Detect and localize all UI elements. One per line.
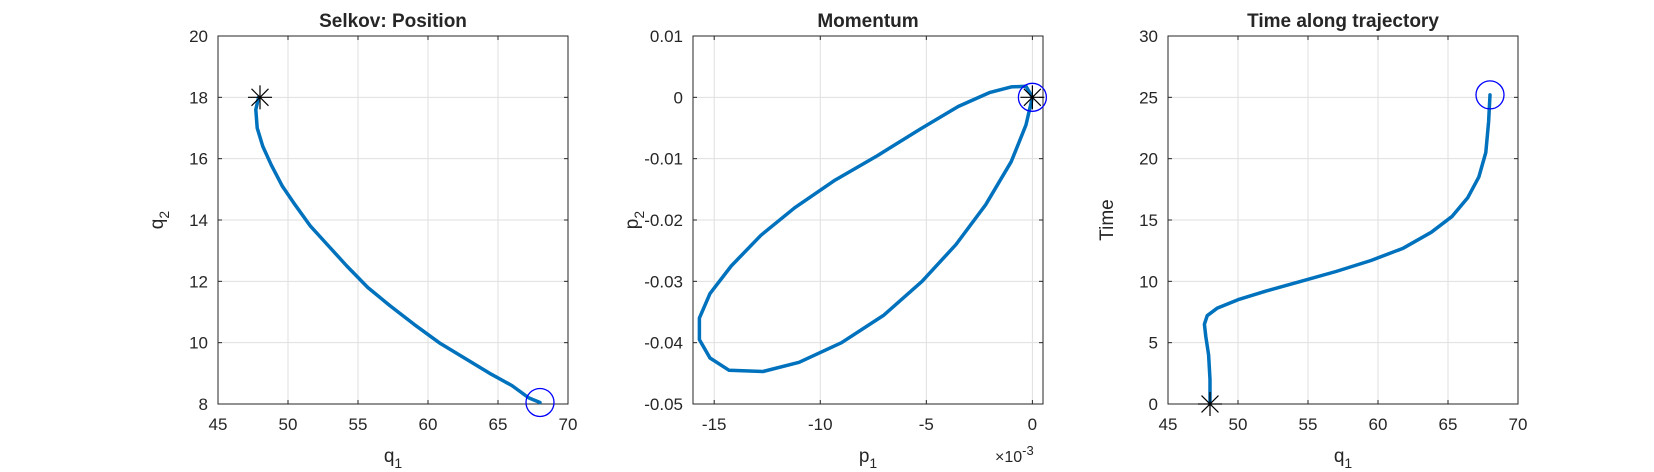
y-tick-label: 18	[189, 88, 208, 107]
y-tick-label: 20	[1139, 150, 1158, 169]
end-point-marker	[525, 387, 555, 418]
x-tick-label: 65	[489, 415, 508, 434]
y-tick-label: -0.04	[644, 334, 683, 353]
x-tick-label: 65	[1439, 415, 1458, 434]
x-tick-label: 0	[1028, 415, 1037, 434]
x-tick-label: 50	[1229, 415, 1248, 434]
y-tick-label: 16	[189, 150, 208, 169]
y-tick-label: -0.03	[644, 272, 683, 291]
y-axis-label: q2	[147, 211, 172, 230]
x-tick-label: -5	[919, 415, 934, 434]
y-tick-label: 10	[189, 334, 208, 353]
y-tick-label: -0.05	[644, 395, 683, 414]
y-tick-label: -0.01	[644, 150, 683, 169]
subplot-1: 45 50 55 60 65 70 8 10 12 14 16 18 20 Selkov: Positio…	[147, 11, 577, 471]
y-axis-label: p2	[622, 211, 647, 230]
end-point-marker	[1017, 82, 1048, 112]
x-axis-label: q1	[384, 446, 403, 471]
y-tick-label: 14	[189, 211, 208, 230]
y-axis-label-group: p2	[622, 211, 647, 230]
x-tick-label: 70	[1509, 415, 1528, 434]
y-tick-label: 15	[1139, 211, 1158, 230]
x-tick-label: 55	[1299, 415, 1318, 434]
y-tick-label: 12	[189, 272, 208, 291]
x-tick-label: 70	[559, 415, 578, 434]
x-tick-label: -15	[702, 415, 727, 434]
x-axis-exponent: ×10-3	[995, 443, 1034, 466]
axes-box	[692, 35, 1044, 405]
y-axis-label-group: Time	[1097, 199, 1118, 241]
y-tick-label: 30	[1139, 27, 1158, 46]
y-axis-label: Time	[1097, 199, 1118, 241]
trajectory-line	[1202, 93, 1492, 406]
x-tick-label: 45	[209, 415, 228, 434]
y-tick-label: -0.02	[644, 211, 683, 230]
start-point-marker	[248, 85, 272, 110]
trajectory-line	[697, 84, 1035, 374]
trajectory-line	[254, 95, 542, 405]
x-axis-label: p1	[859, 446, 878, 471]
subplot-2: -15 -10 -5 0 -0.05 -0.04 -0.03 -0.02 -0.01 0 0.01 ×…	[622, 11, 1048, 471]
y-tick-label: 0.01	[650, 27, 683, 46]
axes-box	[1167, 35, 1519, 405]
y-tick-label: 5	[1149, 334, 1158, 353]
x-tick-label: 50	[279, 415, 298, 434]
x-tick-label: 45	[1159, 415, 1178, 434]
start-point-marker	[1020, 85, 1045, 110]
axes-box	[217, 35, 569, 405]
x-tick-label: 55	[349, 415, 368, 434]
y-tick-label: 0	[674, 88, 683, 107]
y-tick-label: 0	[1149, 395, 1158, 414]
x-axis-label: q1	[1334, 446, 1353, 471]
y-tick-label: 10	[1139, 272, 1158, 291]
subplot-title: Momentum	[817, 11, 918, 32]
subplot-title: Selkov: Position	[319, 11, 467, 32]
y-tick-label: 20	[189, 27, 208, 46]
end-point-marker	[1475, 80, 1505, 110]
x-tick-label: -10	[808, 415, 833, 434]
start-point-marker	[1198, 392, 1222, 416]
x-tick-label: 60	[419, 415, 438, 434]
x-tick-label: 60	[1369, 415, 1388, 434]
y-tick-label: 8	[199, 395, 208, 414]
y-axis-label-group: q2	[147, 211, 172, 230]
subplot-title: Time along trajectory	[1247, 11, 1439, 32]
subplot-3: 45 50 55 60 65 70 0 5 10 15 20 25 30 Time along traje…	[1097, 11, 1527, 471]
y-tick-label: 25	[1139, 88, 1158, 107]
